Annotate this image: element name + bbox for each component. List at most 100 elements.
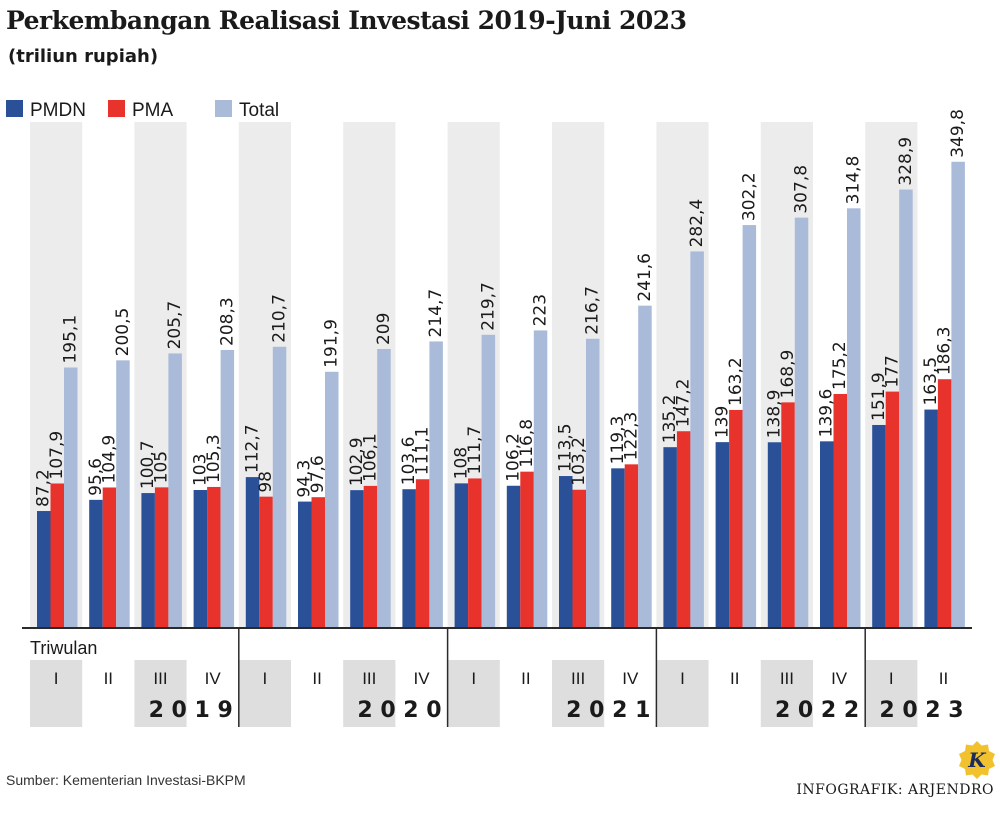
value-label-pmdn: 103,6 <box>399 437 419 486</box>
bar-total <box>638 305 652 627</box>
value-label-total: 349,8 <box>948 109 968 158</box>
quarter-tick-label: II <box>104 669 113 688</box>
publisher-logo: K <box>959 741 995 779</box>
quarter-tick-label: I <box>889 669 894 688</box>
bar-total <box>429 341 443 627</box>
value-label-pma: 147,2 <box>674 379 694 428</box>
bar-pmdn <box>872 424 886 627</box>
value-label-pma: 168,9 <box>778 350 798 399</box>
legend-swatch-pma <box>108 100 125 117</box>
bar-pma <box>520 471 534 627</box>
value-label-total: 307,8 <box>792 165 812 214</box>
value-label-pma: 103,2 <box>569 437 589 486</box>
value-label-total: 191,9 <box>322 319 342 368</box>
quarter-tick-label: IV <box>205 669 222 688</box>
value-label-pma: 163,2 <box>726 357 746 406</box>
legend-swatch-pmdn <box>6 100 23 117</box>
quarter-tick-label: I <box>471 669 476 688</box>
bar-pma <box>207 486 221 627</box>
value-label-total: 328,9 <box>896 137 916 186</box>
quarter-label-shade <box>447 660 500 727</box>
value-label-total: 210,7 <box>270 294 290 343</box>
quarter-label-shade <box>865 660 918 727</box>
bar-pmdn <box>245 477 260 627</box>
quarter-tick-label: III <box>362 669 376 688</box>
bar-pmdn <box>663 447 677 627</box>
value-label-total: 209 <box>374 313 394 345</box>
value-label-pmdn: 103 <box>190 454 210 486</box>
quarter-tick-label: II <box>312 669 321 688</box>
quarter-tick-label: III <box>153 669 167 688</box>
bar-pma <box>833 393 847 627</box>
bar-pmdn <box>193 490 208 627</box>
legend-label-total: Total <box>239 100 279 121</box>
bar-pmdn <box>350 490 364 627</box>
value-label-pmdn: 138,9 <box>765 390 785 439</box>
value-label-total: 200,5 <box>113 308 133 357</box>
value-label-total: 241,6 <box>635 253 655 302</box>
bar-total <box>377 349 391 627</box>
bar-total <box>742 225 757 627</box>
value-label-pmdn: 94,3 <box>295 460 315 498</box>
bar-pmdn <box>559 476 573 627</box>
value-label-pma: 111,1 <box>413 427 433 476</box>
bar-pma <box>468 478 482 627</box>
value-label-pmdn: 95,6 <box>86 458 106 496</box>
year-label: 2 0 2 1 <box>566 698 650 723</box>
year-label: 2 0 2 0 <box>357 698 441 723</box>
chart-subtitle: (triliun rupiah) <box>8 46 159 67</box>
year-label: 2 0 2 3 <box>879 698 963 723</box>
year-label: 2 0 2 2 <box>775 698 859 723</box>
value-label-pma: 105 <box>152 451 172 483</box>
logo-badge-shape <box>959 741 995 779</box>
logo-letter: K <box>967 748 987 772</box>
quarter-label-shade <box>134 660 187 727</box>
quarter-label-shade <box>343 660 396 727</box>
bar-total <box>325 371 339 627</box>
value-label-pmdn: 112,7 <box>243 424 263 473</box>
bar-pmdn <box>611 468 625 627</box>
value-label-pmdn: 139 <box>712 406 732 438</box>
infographic-credit: INFOGRAFIK: ARJENDRO <box>796 782 994 798</box>
value-label-total: 205,7 <box>165 301 185 350</box>
bar-pmdn <box>402 489 416 627</box>
bar-pma <box>624 464 639 627</box>
value-label-pmdn: 102,9 <box>347 437 367 486</box>
value-label-pma: 106,1 <box>360 433 380 482</box>
legend-label-pmdn: PMDN <box>30 100 86 121</box>
value-label-pma: 105,3 <box>204 434 224 483</box>
value-label-pma: 97,6 <box>308 455 328 493</box>
bar-total <box>794 217 809 627</box>
value-label-pma: 122,3 <box>621 412 641 461</box>
value-label-total: 195,1 <box>61 315 81 364</box>
bar-total <box>220 349 235 627</box>
quarter-label-shade <box>30 660 83 727</box>
value-label-pmdn: 151,9 <box>869 372 889 421</box>
bar-total <box>847 208 861 628</box>
bar-total <box>168 353 182 627</box>
value-label-total: 223 <box>531 294 551 326</box>
value-label-total: 302,2 <box>739 172 759 221</box>
bar-total <box>64 367 78 627</box>
value-label-pma: 175,2 <box>830 341 850 390</box>
bar-pma <box>415 479 430 627</box>
value-label-pmdn: 87,2 <box>34 469 54 507</box>
value-label-pmdn: 106,2 <box>504 433 524 482</box>
quarter-tick-label: I <box>263 669 268 688</box>
quarter-label-shade <box>760 660 813 727</box>
bar-total <box>116 360 130 627</box>
bar-pma <box>50 483 64 627</box>
value-label-pmdn: 135,2 <box>660 395 680 444</box>
value-label-total: 219,7 <box>478 282 498 331</box>
bar-pma <box>885 391 900 627</box>
quarter-tick-label: I <box>680 669 685 688</box>
quarter-tick-label: II <box>730 669 739 688</box>
bar-total <box>899 189 913 628</box>
bar-pmdn <box>89 499 103 627</box>
value-label-pma: 186,3 <box>935 327 955 376</box>
value-label-pmdn: 100,7 <box>138 440 158 489</box>
quarter-label-shade <box>238 660 291 727</box>
bar-pmdn <box>924 409 938 627</box>
value-label-pma: 104,9 <box>99 435 119 484</box>
